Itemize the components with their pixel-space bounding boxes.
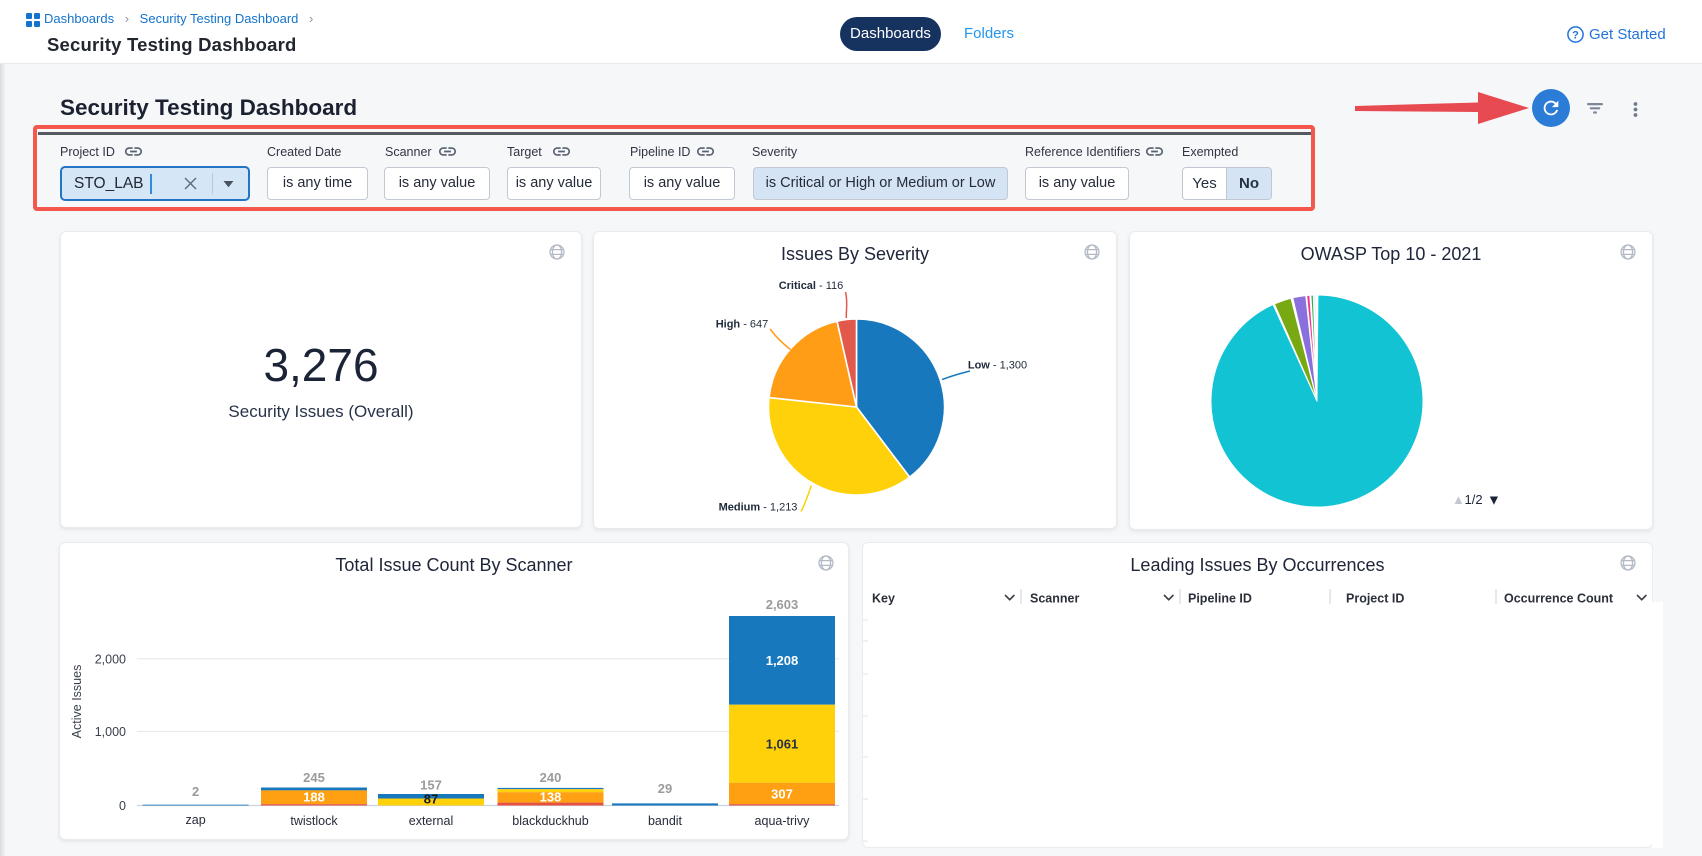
svg-text:blackduckhub: blackduckhub	[512, 814, 588, 828]
svg-text:188: 188	[303, 790, 325, 805]
svg-text:29: 29	[658, 781, 672, 796]
svg-text:High - 647: High - 647	[716, 319, 769, 331]
svg-text:Scanner: Scanner	[1030, 592, 1079, 606]
svg-text:Low - 1,300: Low - 1,300	[968, 360, 1027, 372]
svg-text:Pipeline ID: Pipeline ID	[1188, 592, 1252, 606]
svg-text:307: 307	[771, 787, 793, 802]
svg-text:0: 0	[119, 799, 126, 813]
svg-text:▲: ▲	[1452, 492, 1465, 507]
svg-text:Medium - 1,213: Medium - 1,213	[719, 502, 798, 514]
svg-text:138: 138	[540, 790, 562, 805]
svg-text:twistlock: twistlock	[290, 814, 338, 828]
svg-text:external: external	[409, 814, 453, 828]
svg-text:▼: ▼	[1487, 492, 1501, 508]
svg-text:2: 2	[192, 784, 199, 799]
svg-text:87: 87	[424, 792, 438, 807]
svg-text:1,061: 1,061	[766, 737, 799, 752]
svg-text:bandit: bandit	[648, 814, 683, 828]
svg-text:240: 240	[540, 770, 562, 785]
svg-text:1,000: 1,000	[95, 725, 126, 739]
svg-text:?: ?	[1572, 29, 1579, 41]
svg-text:Active Issues: Active Issues	[70, 665, 84, 739]
svg-text:2,603: 2,603	[766, 597, 799, 612]
svg-text:zap: zap	[186, 813, 206, 827]
svg-text:2,000: 2,000	[95, 653, 126, 667]
svg-text:Occurrence Count: Occurrence Count	[1504, 592, 1614, 606]
svg-text:157: 157	[420, 778, 442, 793]
svg-text:Critical - 116: Critical - 116	[779, 280, 844, 292]
svg-text:1/2: 1/2	[1465, 492, 1483, 507]
svg-text:aqua-trivy: aqua-trivy	[755, 814, 811, 828]
svg-text:Project ID: Project ID	[1346, 592, 1404, 606]
svg-text:Key: Key	[872, 592, 895, 606]
svg-text:245: 245	[303, 770, 325, 785]
svg-text:1,208: 1,208	[766, 653, 799, 668]
